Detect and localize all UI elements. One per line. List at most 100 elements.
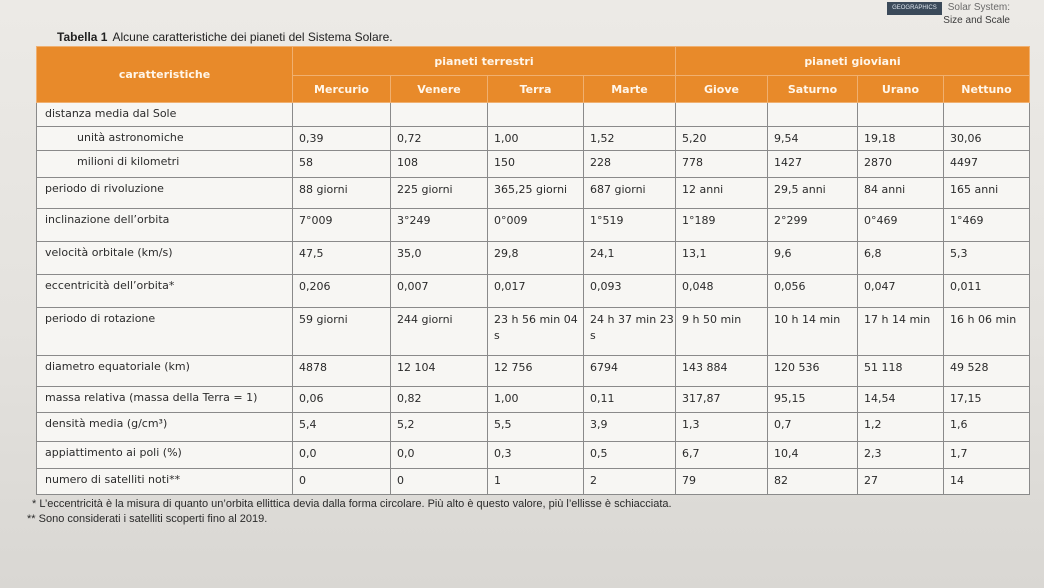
table-cell: 165 anni [942, 176, 1031, 209]
planet-table-container: caratteristiche pianeti terrestri pianet… [36, 46, 1031, 496]
table-cell: 14 [942, 467, 1031, 496]
table-row: milioni di kilometri 58 108 150 228 778 1427 28… [36, 150, 1031, 178]
table-cell: 150 [487, 150, 584, 178]
table-cell [390, 101, 488, 128]
table-cell: 2870 [857, 150, 944, 178]
table-cell: 84 anni [857, 176, 944, 209]
table-cell: 4878 [292, 355, 391, 388]
table-row: numero di satelliti noti** 0 0 1 2 79 82 27 14 [36, 467, 1031, 496]
table-cell: 1°189 [675, 207, 768, 242]
table-cell [857, 101, 944, 128]
table-cell: 225 giorni [390, 176, 488, 209]
table-cell: 29,8 [487, 240, 584, 275]
table-cell: 2 [583, 467, 676, 496]
table-cell: 0 [292, 467, 391, 496]
table-cell: 82 [767, 467, 858, 496]
table-cell: 35,0 [390, 240, 488, 275]
table-cell: 0,72 [390, 126, 488, 152]
table-cell: 3°249 [390, 207, 488, 242]
table-cell: 49 528 [942, 355, 1031, 388]
table-cell: 23 h 56 min 04 s [487, 306, 584, 357]
table-cell: 0,06 [292, 386, 391, 414]
table-cell: 1,7 [942, 441, 1031, 469]
header-planet: Mercurio [292, 75, 391, 103]
table-cell: 244 giorni [390, 306, 488, 357]
table-cell: 778 [675, 150, 768, 178]
table-cell: 9 h 50 min [675, 306, 768, 357]
table-cell [767, 101, 858, 128]
table-cell: 12 104 [390, 355, 488, 388]
table-cell: 12 anni [675, 176, 768, 209]
table-cell: 0,093 [583, 273, 676, 308]
table-row: densità media (g/cm³) 5,4 5,2 5,5 3,9 1,3 0,7 1… [36, 412, 1031, 443]
row-label: velocità orbitale (km/s) [36, 240, 293, 275]
table-cell: 0,0 [390, 441, 488, 469]
table-cell: 5,2 [390, 412, 488, 443]
header-planet: Terra [487, 75, 584, 103]
table-cell: 1,00 [487, 126, 584, 152]
table-cell: 317,87 [675, 386, 768, 414]
table-cell: 3,9 [583, 412, 676, 443]
table-cell [292, 101, 391, 128]
table-cell: 2,3 [857, 441, 944, 469]
table-cell: 10 h 14 min [767, 306, 858, 357]
table-row: inclinazione dell’orbita 7°009 3°249 0°009 1… [36, 207, 1031, 242]
table-cell: 143 884 [675, 355, 768, 388]
table-cell: 1,3 [675, 412, 768, 443]
row-label: distanza media dal Sole [36, 101, 293, 128]
table-cell: 16 h 06 min [942, 306, 1031, 357]
table-cell: 13,1 [675, 240, 768, 275]
header-planet: Giove [675, 75, 768, 103]
table-cell: 108 [390, 150, 488, 178]
planet-characteristics-table: caratteristiche pianeti terrestri pianet… [36, 46, 1031, 496]
table-cell: 0,206 [292, 273, 391, 308]
table-cell: 27 [857, 467, 944, 496]
table-cell: 2°299 [767, 207, 858, 242]
header-group-jovian: pianeti gioviani [674, 46, 1031, 76]
table-row: massa relativa (massa della Terra = 1) 0,… [36, 386, 1031, 414]
table-cell: 687 giorni [583, 176, 676, 209]
table-cell: 0,048 [675, 273, 768, 308]
table-cell: 1427 [767, 150, 858, 178]
table-cell: 365,25 giorni [487, 176, 584, 209]
page-header: GEOGRAPHICS Solar System: Size and Scale [887, 2, 1010, 26]
table-row: diametro equatoriale (km) 4878 12 104 12 75… [36, 355, 1031, 388]
table-cell: 29,5 anni [767, 176, 858, 209]
row-label: diametro equatoriale (km) [36, 355, 293, 388]
table-cell: 88 giorni [292, 176, 391, 209]
table-cell: 1,2 [857, 412, 944, 443]
table-cell: 1°519 [583, 207, 676, 242]
table-row: velocità orbitale (km/s) 47,5 35,0 29,8 24,1… [36, 240, 1031, 275]
table-cell: 1,00 [487, 386, 584, 414]
table-row: distanza media dal Sole [36, 101, 1031, 128]
row-label: massa relativa (massa della Terra = 1) [36, 386, 293, 414]
row-label: appiattimento ai poli (%) [36, 441, 293, 469]
table-cell: 10,4 [767, 441, 858, 469]
table-cell [675, 101, 768, 128]
table-cell: 24 h 37 min 23 s [583, 306, 676, 357]
table-cell: 228 [583, 150, 676, 178]
table-cell: 19,18 [857, 126, 944, 152]
row-label: inclinazione dell’orbita [36, 207, 293, 242]
table-cell: 0,011 [942, 273, 1031, 308]
header-planet: Saturno [767, 75, 858, 103]
table-cell: 0,007 [390, 273, 488, 308]
table-cell: 0,056 [767, 273, 858, 308]
table-cell: 5,3 [942, 240, 1031, 275]
table-cell: 1,6 [942, 412, 1031, 443]
header-characteristics: caratteristiche [36, 46, 293, 103]
table-cell: 0,7 [767, 412, 858, 443]
table-cell: 0,11 [583, 386, 676, 414]
table-cell: 0,047 [857, 273, 944, 308]
table-number: Tabella 1 [57, 30, 108, 44]
table-cell: 0,0 [292, 441, 391, 469]
table-cell: 0°009 [487, 207, 584, 242]
table-cell: 5,4 [292, 412, 391, 443]
table-cell: 95,15 [767, 386, 858, 414]
table-cell: 17,15 [942, 386, 1031, 414]
table-cell: 0°469 [857, 207, 944, 242]
header-group-terrestrial: pianeti terrestri [292, 46, 676, 76]
table-cell: 1°469 [942, 207, 1031, 242]
footnote-satellites: ** Sono considerati i satelliti scoperti… [27, 513, 268, 525]
header-planet: Urano [857, 75, 944, 103]
